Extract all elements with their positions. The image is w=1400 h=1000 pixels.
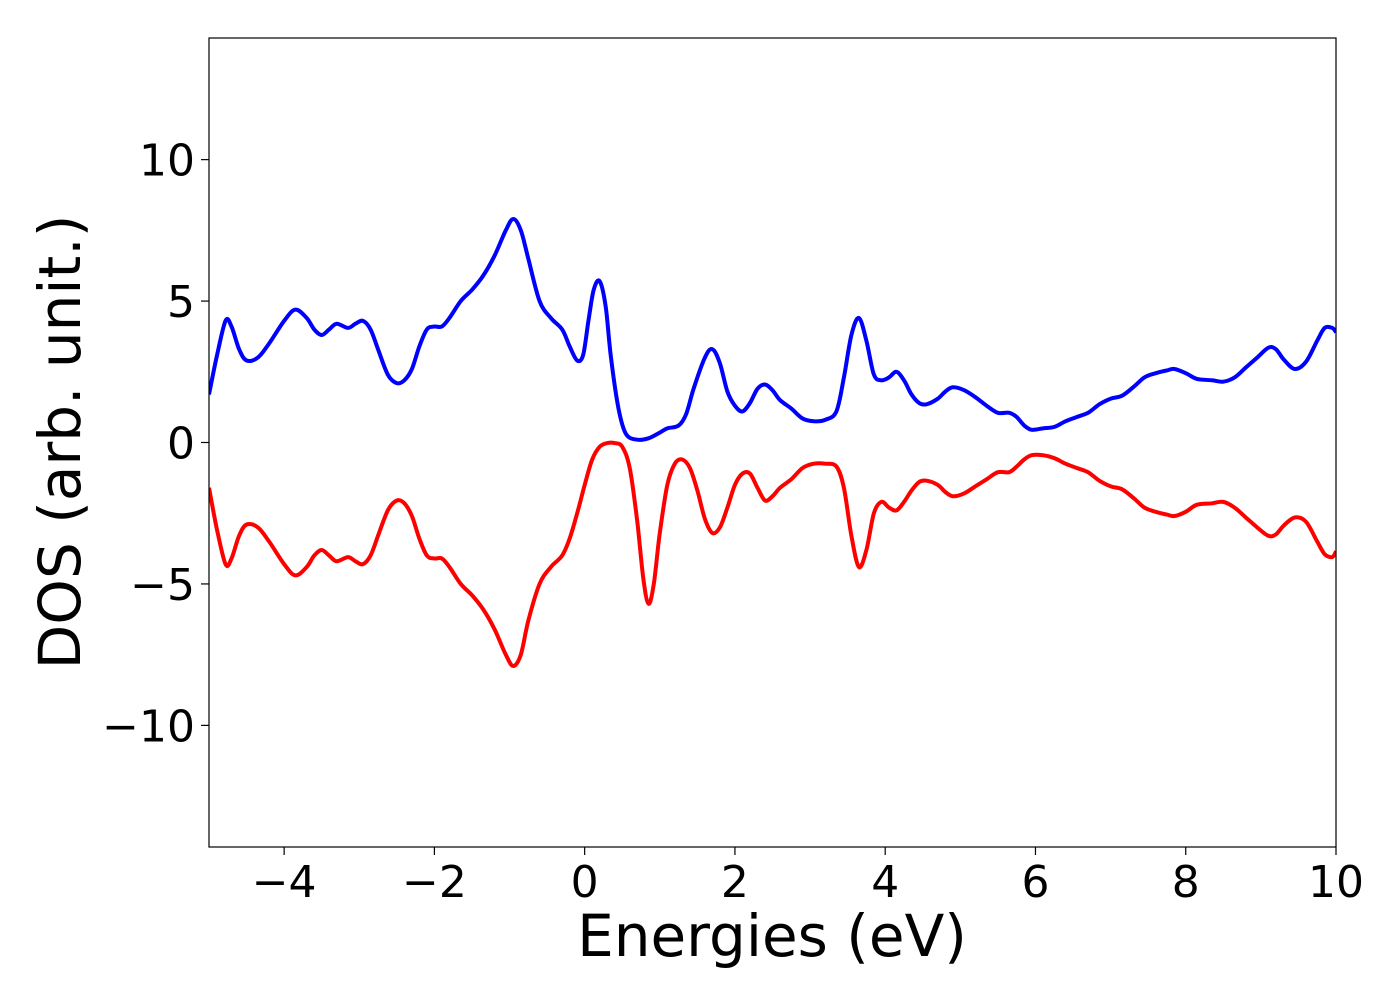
x-tick-label: 0 <box>571 857 599 908</box>
y-axis-label: DOS (arb. unit.) <box>26 215 94 670</box>
y-tick-label: −10 <box>102 701 195 752</box>
y-axis-ticks: −10 −5 0 5 10 <box>102 136 209 752</box>
x-tick-label: 4 <box>871 857 899 908</box>
y-tick-label: 0 <box>167 419 195 470</box>
dos-series-line-red <box>209 440 1336 668</box>
y-tick-label: −5 <box>130 560 195 611</box>
x-axis-label: Energies (eV) <box>577 902 967 970</box>
x-tick-label: −4 <box>252 857 317 908</box>
dos-series-line-blue <box>209 217 1336 442</box>
plot-frame <box>208 37 1337 848</box>
x-axis-ticks: −4 −2 0 2 4 6 8 10 <box>252 847 1364 908</box>
x-tick-label: 6 <box>1021 857 1049 908</box>
y-tick-label: 10 <box>139 136 195 187</box>
series-layer <box>209 217 1336 668</box>
x-tick-label: −2 <box>402 857 467 908</box>
x-tick-label: 8 <box>1172 857 1200 908</box>
x-tick-label: 10 <box>1308 857 1364 908</box>
y-tick-label: 5 <box>167 277 195 328</box>
x-tick-label: 2 <box>721 857 749 908</box>
